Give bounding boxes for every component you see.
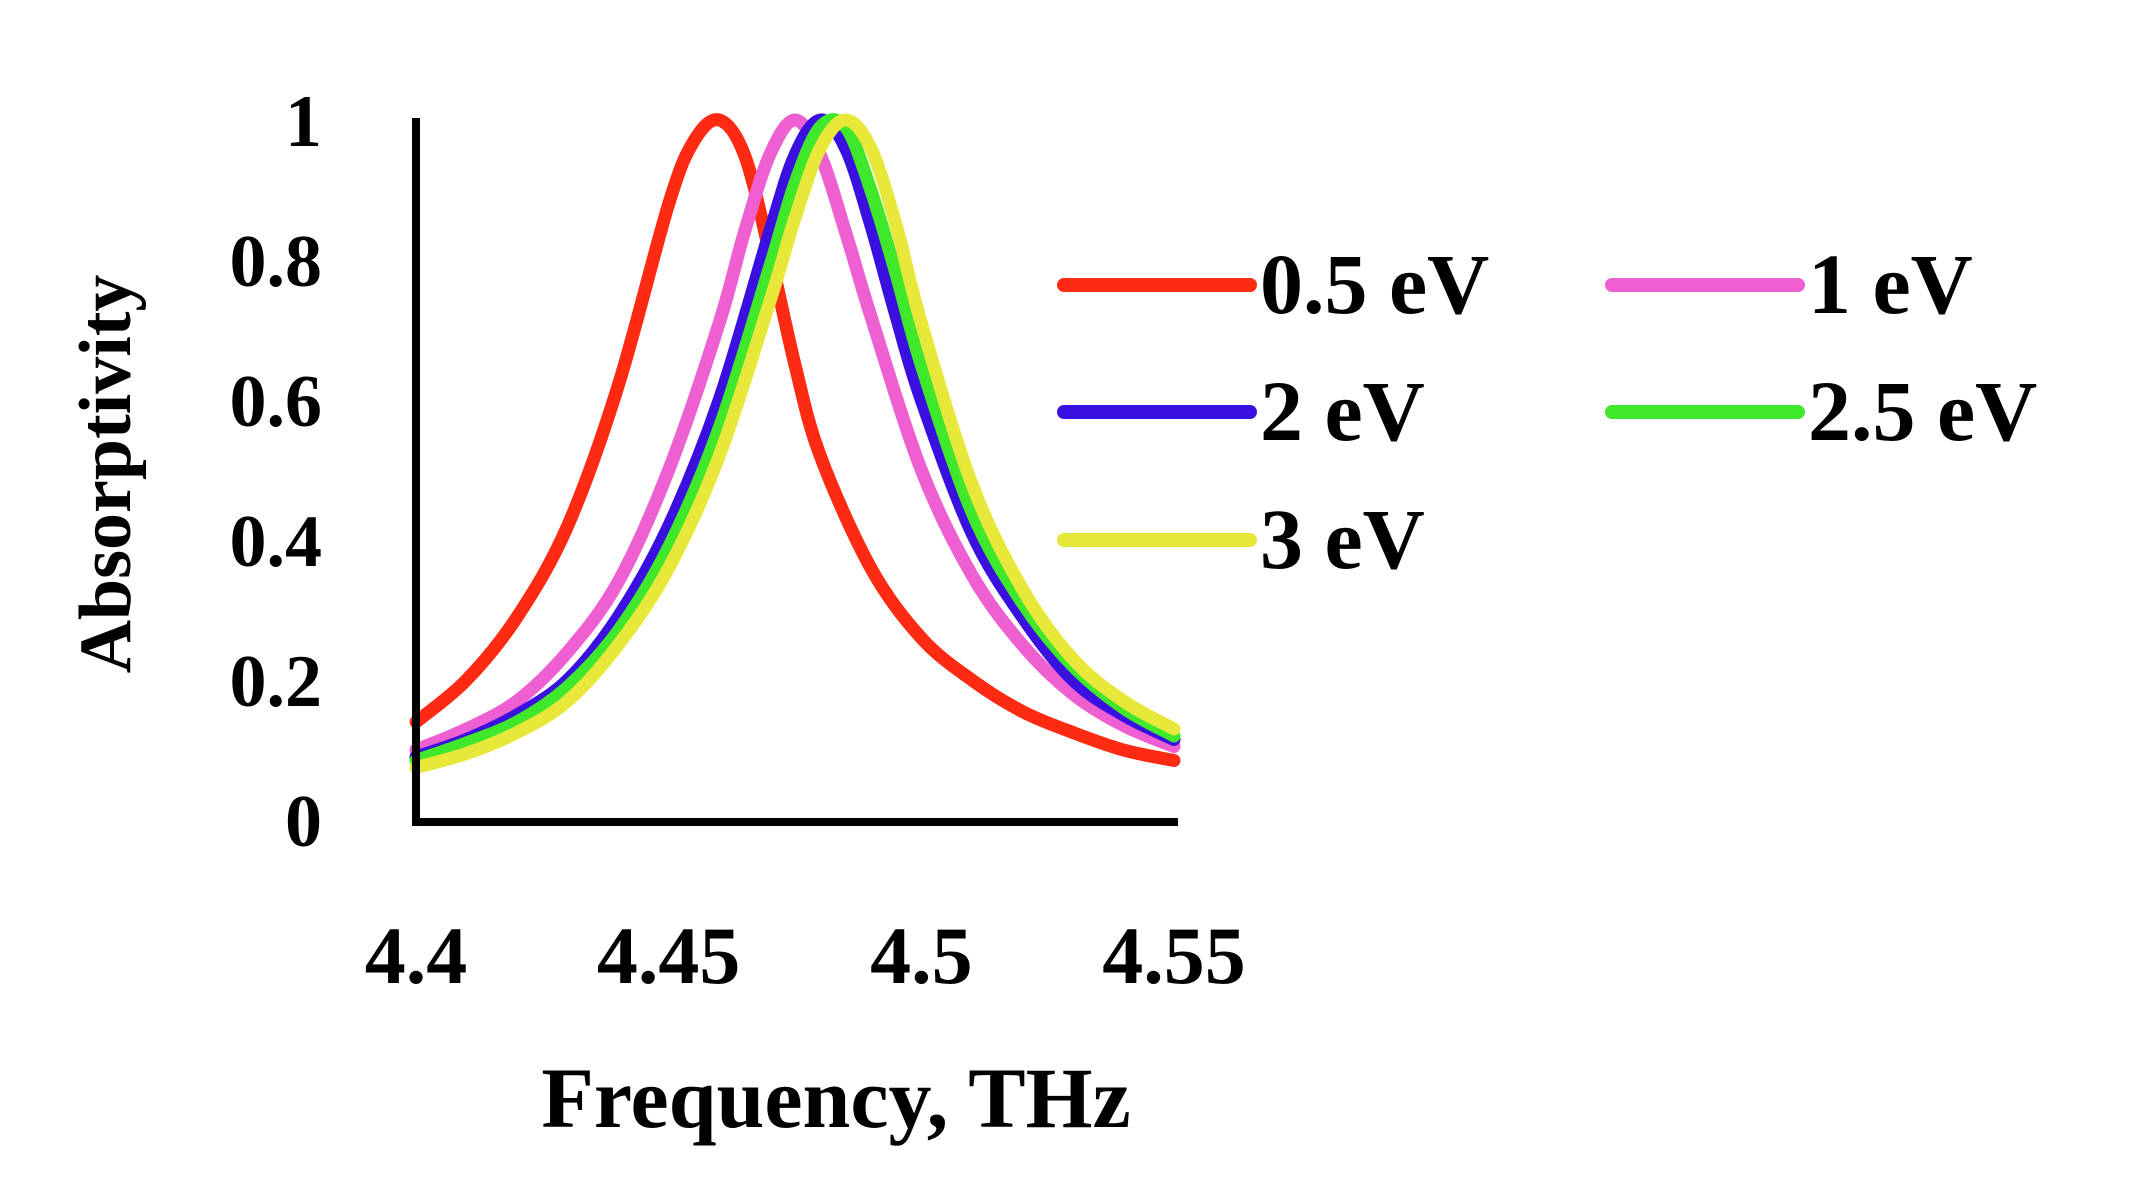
y-tick-label: 1 bbox=[285, 81, 322, 163]
x-tick-label: 4.5 bbox=[870, 910, 973, 1001]
x-tick-label: 4.45 bbox=[597, 910, 741, 1001]
y-tick-label: 0.6 bbox=[230, 361, 323, 443]
series-line-3 bbox=[409, 113, 1181, 767]
y-axis-label: Absorptivity bbox=[65, 275, 147, 674]
legend-label: 1 eV bbox=[1808, 236, 1973, 332]
legend-label: 2.5 eV bbox=[1808, 363, 2037, 459]
x-tick-label: 4.55 bbox=[1102, 910, 1246, 1001]
legend-item: 1 eV bbox=[1605, 236, 1973, 332]
y-tick-label: 0 bbox=[285, 781, 322, 863]
x-tick-labels: 4.4 4.45 4.5 4.55 bbox=[365, 910, 1246, 1001]
series-line-1 bbox=[409, 113, 1181, 757]
x-axis-label: Frequency, THz bbox=[541, 1050, 1130, 1146]
legend: 0.5 eV 1 eV 2 eV 2.5 eV 3 eV bbox=[1057, 236, 2037, 587]
y-tick-label: 0.2 bbox=[230, 641, 323, 723]
y-tick-label: 0.8 bbox=[230, 221, 323, 303]
y-tick-label: 0.4 bbox=[230, 501, 323, 583]
series-line-0 bbox=[409, 113, 1181, 767]
series-line-4 bbox=[409, 113, 1181, 774]
legend-label: 2 eV bbox=[1260, 363, 1425, 459]
legend-label: 3 eV bbox=[1260, 491, 1425, 587]
x-tick-label: 4.4 bbox=[365, 910, 468, 1001]
legend-label: 0.5 eV bbox=[1260, 236, 1489, 332]
legend-item: 2.5 eV bbox=[1605, 363, 2037, 459]
legend-item: 2 eV bbox=[1057, 363, 1425, 459]
y-tick-labels: 0 0.2 0.4 0.6 0.8 1 bbox=[230, 81, 323, 863]
legend-item: 3 eV bbox=[1057, 491, 1425, 587]
legend-item: 0.5 eV bbox=[1057, 236, 1489, 332]
series-layer bbox=[409, 113, 1181, 774]
